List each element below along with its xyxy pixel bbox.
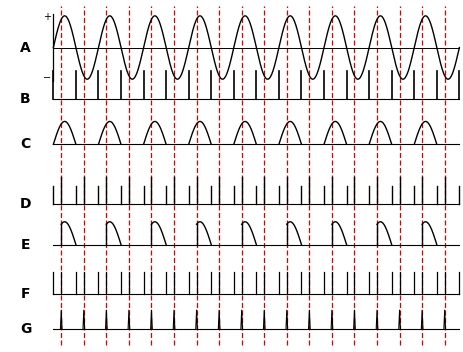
Text: +: +	[43, 12, 51, 23]
Text: F: F	[21, 287, 30, 301]
Text: B: B	[20, 92, 31, 106]
Text: −: −	[43, 73, 51, 83]
Text: D: D	[20, 197, 31, 211]
Text: A: A	[20, 40, 31, 55]
Text: G: G	[20, 322, 31, 336]
Text: E: E	[21, 238, 30, 252]
Text: C: C	[20, 137, 31, 151]
